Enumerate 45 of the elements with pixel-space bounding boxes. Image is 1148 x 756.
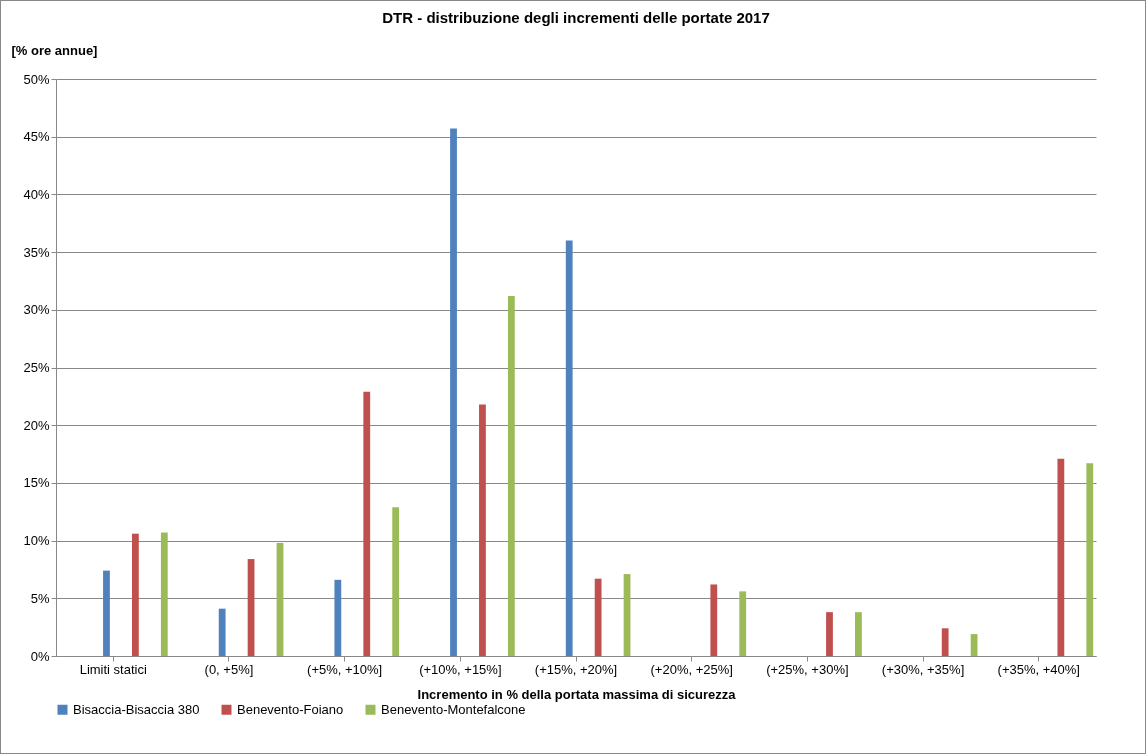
bar (941, 628, 949, 656)
y-tick-label: 45% (23, 129, 50, 145)
bar (826, 612, 833, 656)
bar (334, 579, 342, 656)
x-tick-label: (+10%, +15%] (419, 661, 502, 677)
y-tick-label: 25% (23, 360, 50, 375)
legend-label: Benevento-Montefalcone (381, 701, 526, 717)
y-tick-label: 0% (30, 648, 50, 664)
x-tick-label: (+30%, +35%] (881, 661, 965, 677)
x-tick-label: (+25%, +30%] (766, 661, 849, 677)
y-tick-label: 40% (23, 186, 50, 202)
y-tick-label: 20% (23, 417, 50, 433)
bar (363, 391, 371, 656)
x-tick-label: (+20%, +25%] (650, 661, 733, 677)
legend-label: Benevento-Foiano (237, 701, 344, 717)
y-tick-label: 5% (30, 590, 50, 606)
bar (739, 591, 747, 656)
x-tick-label: (0, +5%] (204, 661, 254, 677)
chart-title: DTR - distribuzione degli incrementi delle portate 2017 (382, 9, 770, 26)
bar (131, 533, 139, 656)
y-tick-label: 30% (23, 302, 50, 318)
y-tick-label: 10% (23, 533, 50, 549)
y-tick-label: 15% (23, 475, 50, 491)
bar (1057, 458, 1065, 656)
y-tick-label: 35% (23, 244, 50, 260)
x-axis-title: Incremento in % della portata massima di sicurezza (417, 686, 737, 702)
bar (594, 578, 602, 656)
y-tick-label: 50% (23, 71, 50, 87)
bar (450, 128, 457, 656)
bar (710, 584, 718, 656)
bar (392, 507, 400, 656)
bar (1086, 463, 1094, 656)
x-tick-label: Limiti statici (79, 661, 147, 677)
x-tick-label: (+15%, +20%] (534, 661, 618, 677)
x-tick-label: (+5%, +10%] (307, 661, 383, 677)
bar (479, 404, 486, 656)
bar (507, 295, 515, 656)
legend-label: Bisaccia-Bisaccia 380 (73, 701, 200, 717)
bar (565, 240, 573, 656)
bar (855, 612, 862, 656)
bar (103, 570, 110, 656)
x-tick-label: (+35%, +40%] (997, 661, 1080, 677)
bar (160, 532, 168, 656)
y-axis-title: [% ore annue] (11, 42, 98, 58)
bar (218, 608, 226, 656)
